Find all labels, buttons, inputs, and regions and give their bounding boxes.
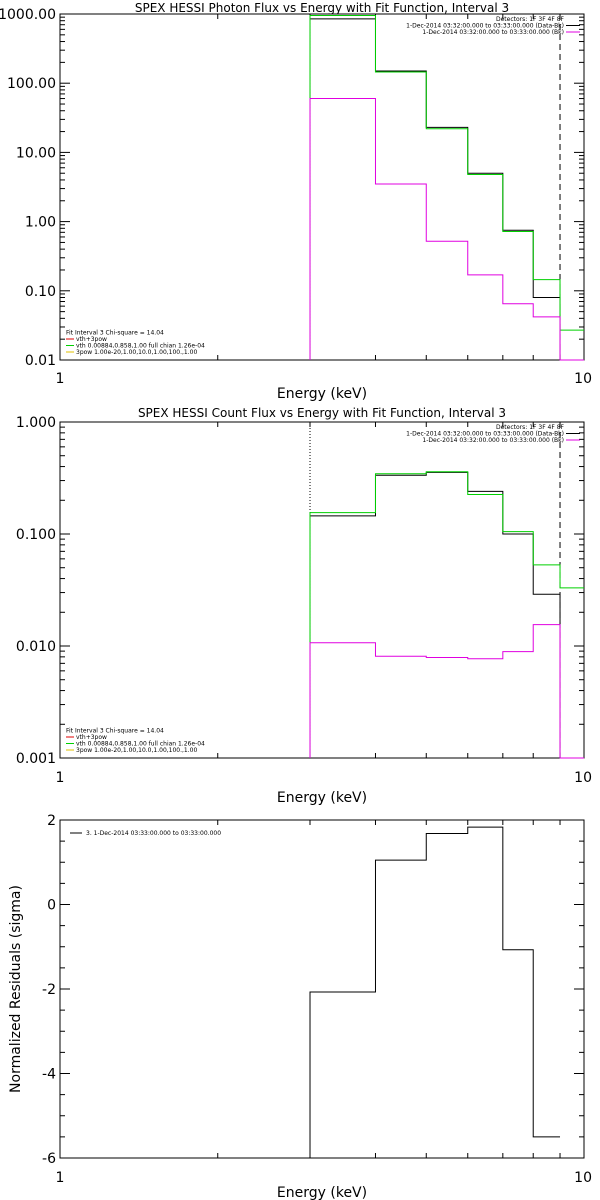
legend-entry: 1-Dec-2014 03:32:00.000 to 03:33:00.000 … (406, 431, 564, 438)
y-tick-label: 1.00 (25, 215, 56, 231)
panel-1: SPEX HESSI Photon Flux vs Energy with Fi… (0, 1, 592, 402)
legend-entry: 3pow 1.00e-20,1.00,10.0,1.00,100.,1.00 (76, 349, 197, 356)
legend-entry: 3. 1-Dec-2014 03:33:00.000 to 03:33:00.0… (86, 830, 221, 837)
legend-entry: 1-Dec-2014 03:32:00.000 to 03:33:00.000 … (422, 29, 564, 36)
legend-entry: Fit Interval 3 Chi-square = 14.04 (66, 728, 164, 735)
plot-frame (59, 13, 585, 361)
series-1-line (309, 18, 584, 361)
y-tick-label: -6 (42, 1151, 56, 1167)
chart-title: SPEX HESSI Photon Flux vs Energy with Fi… (135, 1, 509, 15)
series-3-line (309, 624, 584, 759)
y-tick-label: 1000.00 (0, 7, 56, 23)
y-tick-label: -2 (42, 982, 56, 998)
y-tick-label: 0.001 (16, 751, 56, 767)
y-tick-label: -4 (42, 1067, 56, 1083)
plot-frame (59, 421, 585, 759)
series-2-line (309, 471, 584, 758)
legend-entry: Fit Interval 3 Chi-square = 14.04 (66, 330, 164, 337)
series-3-line (309, 98, 584, 361)
panel-3: 1 10 -6 -4 -2 0 2 Energy (keV) Normalized Residu… (8, 813, 592, 1200)
y-tick-label: 0 (47, 898, 56, 914)
x-tick-label: 1 (56, 371, 65, 387)
legend-entry: vth+3pow (76, 734, 107, 741)
y-tick-label: 100.00 (7, 76, 56, 92)
legend-entry: vth 0.00884,0.858,1.00 full chian 1.26e-… (76, 343, 205, 350)
legend-entry: 1-Dec-2014 03:32:00.000 to 03:33:00.000 … (406, 23, 564, 30)
x-tick-label: 1 (56, 1170, 65, 1186)
y-tick-label: 1.000 (16, 415, 56, 431)
panel-2: SPEX HESSI Count Flux vs Energy with Fit… (16, 406, 592, 806)
y-tick-label: 2 (47, 813, 56, 829)
y-tick-label: 0.100 (16, 527, 56, 543)
legend-entry: Detectors: 1F 3F 4F 8F (496, 16, 565, 23)
chart-title: SPEX HESSI Count Flux vs Energy with Fit… (138, 406, 506, 420)
legend-entry: 1-Dec-2014 03:32:00.000 to 03:33:00.000 … (422, 437, 564, 444)
x-axis-label: Energy (keV) (277, 790, 367, 806)
x-tick-label: 10 (574, 770, 592, 786)
legend-entry: Detectors: 1F 3F 4F 8F (496, 424, 565, 431)
x-axis-label: Energy (keV) (277, 386, 367, 402)
legend-entry: vth+3pow (76, 336, 107, 343)
y-tick-label: 0.10 (25, 284, 56, 300)
x-tick-label: 10 (574, 1170, 592, 1186)
series-1-line (309, 826, 561, 1158)
series-2-line (309, 15, 584, 360)
x-tick-label: 1 (56, 770, 65, 786)
plot-frame (59, 819, 585, 1159)
y-axis-label: Normalized Residuals (sigma) (8, 885, 24, 1093)
legend-entry: vth 0.00884,0.858,1.00 full chian 1.26e-… (76, 741, 205, 748)
x-tick-label: 10 (574, 371, 592, 387)
series-1-line (309, 471, 584, 759)
y-tick-label: 0.010 (16, 639, 56, 655)
y-tick-label: 0.01 (25, 353, 56, 369)
x-axis-label: Energy (keV) (277, 1185, 367, 1200)
y-tick-label: 10.00 (16, 145, 56, 161)
legend-entry: 3pow 1.00e-20,1.00,10.0,1.00,100.,1.00 (76, 747, 197, 754)
